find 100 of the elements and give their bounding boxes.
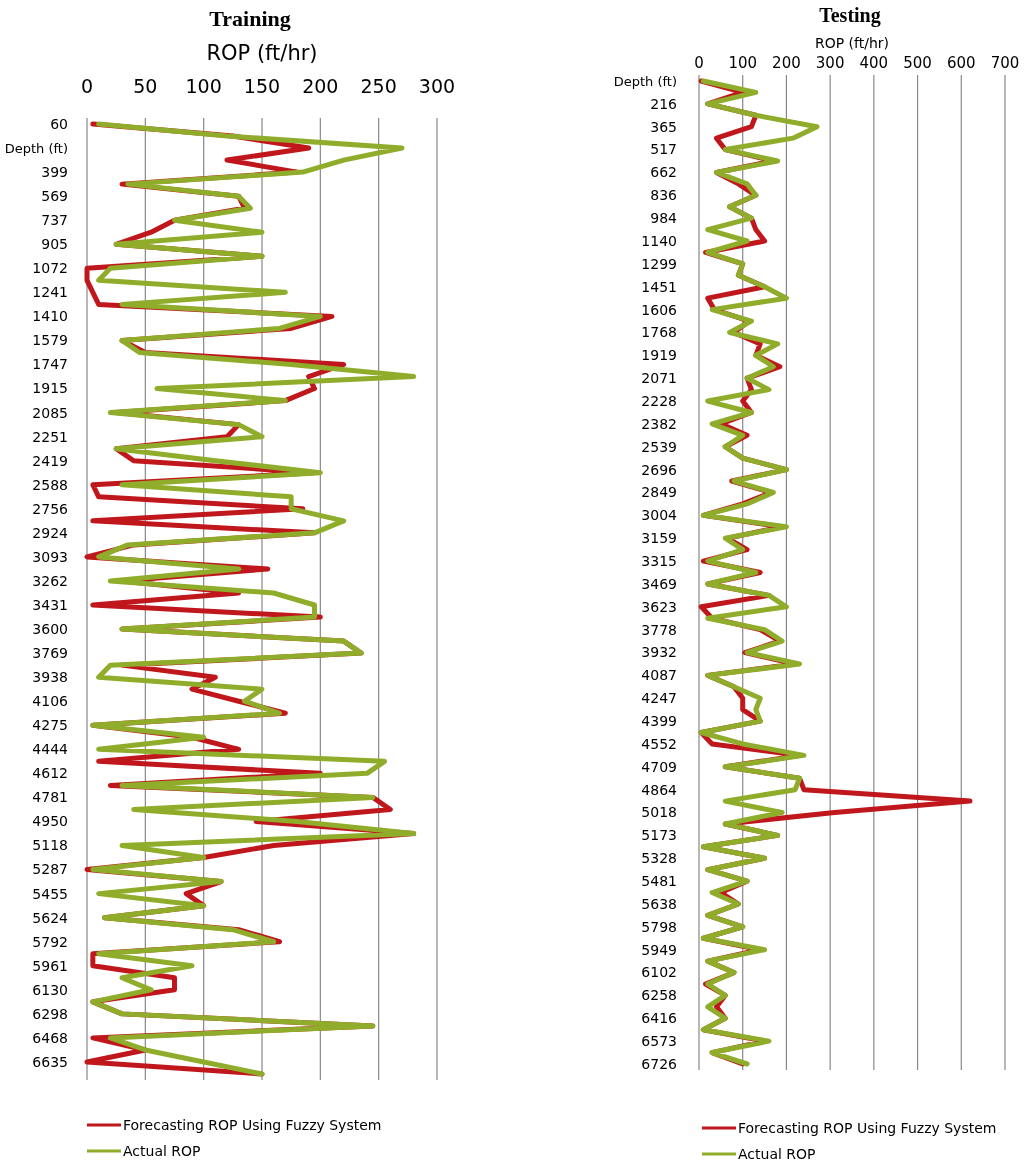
y-axis-title: Depth (ft) bbox=[4, 140, 68, 156]
y-tick-label: 836 bbox=[650, 187, 678, 204]
y-tick-label: 2588 bbox=[32, 476, 68, 493]
y-tick-label: 1747 bbox=[32, 356, 68, 373]
y-tick-label: 1072 bbox=[32, 260, 68, 277]
y-tick-label: 5961 bbox=[32, 957, 68, 974]
y-tick-label: 5481 bbox=[641, 873, 677, 890]
y-tick-label: 2419 bbox=[32, 452, 68, 469]
y-tick-label: 6102 bbox=[641, 964, 677, 981]
legend-label: Actual ROP bbox=[738, 1145, 816, 1162]
y-tick-label: 6416 bbox=[641, 1010, 678, 1027]
y-tick-label: 4612 bbox=[32, 765, 68, 782]
y-tick-label: 662 bbox=[650, 164, 677, 181]
y-tick-label: 1299 bbox=[641, 255, 677, 272]
x-tick-label: 250 bbox=[360, 75, 397, 97]
x-axis-title: ROP (ft/hr) bbox=[814, 35, 890, 51]
x-axis-title: ROP (ft/hr) bbox=[206, 41, 318, 65]
y-tick-label: 4275 bbox=[32, 717, 68, 734]
y-tick-label: 5173 bbox=[641, 827, 677, 844]
y-tick-label: 4399 bbox=[641, 712, 677, 729]
y-tick-label: 4087 bbox=[641, 667, 677, 684]
legend-label: Forecasting ROP Using Fuzzy System bbox=[123, 1116, 382, 1133]
x-tick-label: 100 bbox=[185, 75, 222, 97]
y-tick-label: 365 bbox=[650, 118, 677, 135]
y-tick-label: 4709 bbox=[641, 758, 677, 775]
y-tick-label: 1606 bbox=[641, 301, 678, 318]
y-tick-label: 5792 bbox=[32, 933, 68, 950]
y-tick-label: 3938 bbox=[32, 669, 68, 686]
x-tick-label: 0 bbox=[80, 75, 94, 97]
y-tick-label: 6468 bbox=[32, 1029, 68, 1046]
y-tick-label: 1919 bbox=[641, 347, 677, 364]
y-tick-label: 3623 bbox=[641, 598, 677, 615]
y-tick-label: 4106 bbox=[32, 693, 69, 710]
x-tick-label: 200 bbox=[772, 54, 801, 72]
y-tick-label: 6573 bbox=[641, 1033, 677, 1050]
y-tick-label: 2071 bbox=[641, 370, 677, 387]
y-tick-label: 216 bbox=[650, 95, 678, 112]
y-tick-label: 3262 bbox=[32, 572, 68, 589]
y-tick-label: 5624 bbox=[32, 909, 69, 926]
y-tick-label: 1915 bbox=[32, 380, 68, 397]
y-tick-label: 905 bbox=[41, 236, 68, 253]
y-tick-label: 60 bbox=[50, 115, 68, 132]
y-tick-label: 1140 bbox=[641, 232, 677, 249]
y-tick-label: 3315 bbox=[641, 552, 677, 569]
y-tick-label: 2696 bbox=[641, 461, 678, 478]
x-tick-label: 300 bbox=[815, 54, 845, 72]
x-tick-label: 0 bbox=[694, 54, 704, 72]
y-tick-label: 517 bbox=[650, 141, 677, 158]
y-tick-label: 2085 bbox=[32, 404, 68, 421]
y-tick-label: 2756 bbox=[32, 500, 69, 517]
y-tick-label: 1451 bbox=[641, 278, 677, 295]
y-tick-label: 1241 bbox=[32, 284, 68, 301]
y-tick-label: 4781 bbox=[32, 789, 68, 806]
legend-label: Forecasting ROP Using Fuzzy System bbox=[738, 1119, 997, 1136]
y-tick-label: 3778 bbox=[641, 621, 677, 638]
y-axis-title: Depth (ft) bbox=[613, 73, 677, 89]
y-tick-label: 6130 bbox=[32, 981, 68, 998]
y-tick-label: 2924 bbox=[32, 524, 69, 541]
y-tick-label: 3093 bbox=[32, 548, 68, 565]
y-tick-label: 2849 bbox=[641, 484, 677, 501]
y-tick-label: 4247 bbox=[641, 690, 677, 707]
x-tick-label: 50 bbox=[133, 75, 158, 97]
y-tick-label: 6635 bbox=[32, 1053, 68, 1070]
x-tick-label: 500 bbox=[903, 54, 932, 72]
x-tick-label: 300 bbox=[418, 75, 456, 97]
y-tick-label: 2251 bbox=[32, 428, 68, 445]
y-tick-label: 3932 bbox=[641, 644, 677, 661]
y-tick-label: 2539 bbox=[641, 438, 677, 455]
y-tick-label: 1768 bbox=[641, 324, 677, 341]
y-tick-label: 737 bbox=[41, 212, 68, 229]
y-tick-label: 5638 bbox=[641, 895, 677, 912]
y-tick-label: 3004 bbox=[641, 507, 678, 524]
x-tick-label: 150 bbox=[243, 75, 281, 97]
y-tick-label: 1579 bbox=[32, 332, 68, 349]
y-tick-label: 3469 bbox=[641, 575, 677, 592]
y-tick-label: 6258 bbox=[641, 987, 677, 1004]
y-tick-label: 3769 bbox=[32, 645, 68, 662]
y-tick-label: 4444 bbox=[32, 741, 69, 758]
chart-title: Testing bbox=[819, 4, 881, 27]
y-tick-label: 399 bbox=[41, 164, 68, 180]
x-tick-label: 700 bbox=[990, 54, 1020, 72]
y-tick-label: 4864 bbox=[641, 781, 678, 798]
x-tick-label: 600 bbox=[946, 54, 976, 72]
y-tick-label: 3600 bbox=[32, 620, 68, 637]
y-tick-label: 5455 bbox=[32, 885, 68, 902]
y-tick-label: 3159 bbox=[641, 530, 677, 547]
y-tick-label: 5118 bbox=[32, 837, 68, 854]
x-tick-label: 400 bbox=[859, 54, 889, 72]
y-tick-label: 5798 bbox=[641, 918, 677, 935]
y-tick-label: 3431 bbox=[32, 596, 68, 613]
y-tick-label: 2228 bbox=[641, 392, 677, 409]
x-tick-label: 100 bbox=[728, 54, 758, 72]
legend-label: Actual ROP bbox=[123, 1142, 201, 1159]
y-tick-label: 4552 bbox=[641, 735, 677, 752]
y-tick-label: 5018 bbox=[641, 804, 677, 821]
x-tick-label: 200 bbox=[302, 75, 339, 97]
chart-title: Training bbox=[209, 6, 291, 31]
y-tick-label: 5287 bbox=[32, 861, 68, 878]
y-tick-label: 2382 bbox=[641, 415, 677, 432]
y-tick-label: 5328 bbox=[641, 850, 677, 867]
